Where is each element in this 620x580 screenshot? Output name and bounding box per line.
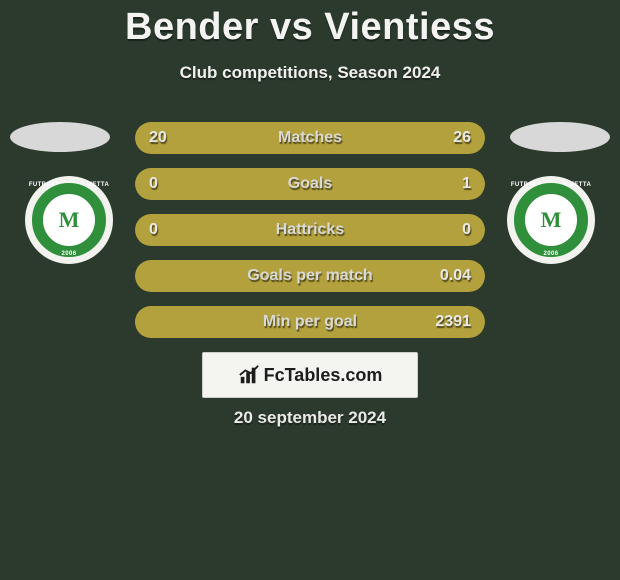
club-badge-right: FUTBOLA SKOLA METTA M 2006 xyxy=(507,176,595,264)
footer-date: 20 september 2024 xyxy=(0,408,620,428)
stat-value-right: 2391 xyxy=(415,313,485,331)
stat-value-right: 26 xyxy=(415,129,485,147)
brand-text: FcTables.com xyxy=(264,365,383,386)
stat-value-right: 0.04 xyxy=(415,267,485,285)
page-subtitle: Club competitions, Season 2024 xyxy=(0,63,620,83)
stat-value-right: 1 xyxy=(415,175,485,193)
badge-bottom-text: 2006 xyxy=(507,251,595,257)
bar-chart-icon xyxy=(238,364,260,386)
stat-row: 0 Goals 1 xyxy=(135,168,485,200)
badge-letter: M xyxy=(59,207,80,233)
stat-value-right: 0 xyxy=(415,221,485,239)
page-title: Bender vs Vientiess xyxy=(0,0,620,49)
country-flag-right xyxy=(510,122,610,152)
stat-row: 20 Matches 26 xyxy=(135,122,485,154)
club-badge-left: FUTBOLA SKOLA METTA M 2006 xyxy=(25,176,113,264)
badge-letter: M xyxy=(541,207,562,233)
stat-row: Min per goal 2391 xyxy=(135,306,485,338)
comparison-chart: 20 Matches 26 0 Goals 1 0 Hattricks 0 Go… xyxy=(135,122,485,352)
country-flag-left xyxy=(10,122,110,152)
badge-bottom-text: 2006 xyxy=(25,251,113,257)
stat-row: Goals per match 0.04 xyxy=(135,260,485,292)
brand-box[interactable]: FcTables.com xyxy=(202,352,418,398)
stat-row: 0 Hattricks 0 xyxy=(135,214,485,246)
